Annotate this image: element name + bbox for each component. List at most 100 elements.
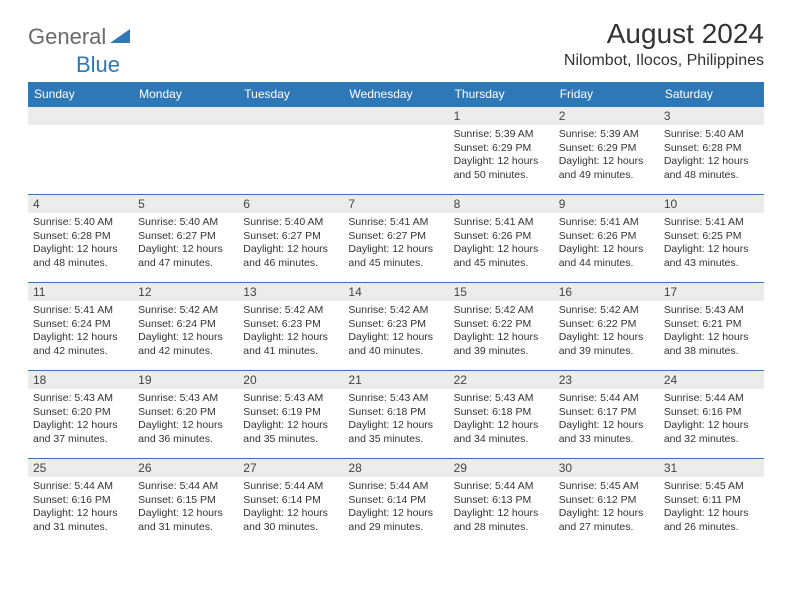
sunrise-line: Sunrise: 5:45 AM <box>559 480 654 494</box>
sunset-line: Sunset: 6:22 PM <box>454 318 549 332</box>
sunset-line: Sunset: 6:20 PM <box>138 406 233 420</box>
daylight-line: Daylight: 12 hours and 46 minutes. <box>243 243 338 270</box>
daynum-empty <box>238 107 343 125</box>
sunrise-line: Sunrise: 5:43 AM <box>348 392 443 406</box>
day-number: 19 <box>133 371 238 389</box>
sunset-line: Sunset: 6:27 PM <box>243 230 338 244</box>
day-cell: 26Sunrise: 5:44 AMSunset: 6:15 PMDayligh… <box>133 458 238 546</box>
sunset-line: Sunset: 6:16 PM <box>33 494 128 508</box>
day-details: Sunrise: 5:42 AMSunset: 6:22 PMDaylight:… <box>449 301 554 363</box>
day-details: Sunrise: 5:44 AMSunset: 6:17 PMDaylight:… <box>554 389 659 451</box>
sunset-line: Sunset: 6:26 PM <box>454 230 549 244</box>
day-number: 7 <box>343 195 448 213</box>
sunrise-line: Sunrise: 5:44 AM <box>348 480 443 494</box>
day-number: 6 <box>238 195 343 213</box>
daylight-line: Daylight: 12 hours and 43 minutes. <box>664 243 759 270</box>
sunset-line: Sunset: 6:14 PM <box>348 494 443 508</box>
sunrise-line: Sunrise: 5:42 AM <box>454 304 549 318</box>
day-number: 21 <box>343 371 448 389</box>
day-details: Sunrise: 5:39 AMSunset: 6:29 PMDaylight:… <box>554 125 659 187</box>
sunset-line: Sunset: 6:28 PM <box>33 230 128 244</box>
sunrise-line: Sunrise: 5:40 AM <box>243 216 338 230</box>
sunset-line: Sunset: 6:12 PM <box>559 494 654 508</box>
sunrise-line: Sunrise: 5:44 AM <box>664 392 759 406</box>
sunset-line: Sunset: 6:26 PM <box>559 230 654 244</box>
daylight-line: Daylight: 12 hours and 42 minutes. <box>138 331 233 358</box>
sunrise-line: Sunrise: 5:42 AM <box>138 304 233 318</box>
sunrise-line: Sunrise: 5:44 AM <box>243 480 338 494</box>
sunrise-line: Sunrise: 5:44 AM <box>559 392 654 406</box>
sunrise-line: Sunrise: 5:43 AM <box>33 392 128 406</box>
day-cell: 19Sunrise: 5:43 AMSunset: 6:20 PMDayligh… <box>133 370 238 458</box>
day-header: Thursday <box>449 82 554 106</box>
sunset-line: Sunset: 6:23 PM <box>348 318 443 332</box>
day-details: Sunrise: 5:40 AMSunset: 6:28 PMDaylight:… <box>659 125 764 187</box>
daylight-line: Daylight: 12 hours and 41 minutes. <box>243 331 338 358</box>
day-number: 13 <box>238 283 343 301</box>
daylight-line: Daylight: 12 hours and 30 minutes. <box>243 507 338 534</box>
logo: General <box>28 24 132 50</box>
sunset-line: Sunset: 6:27 PM <box>138 230 233 244</box>
day-details: Sunrise: 5:41 AMSunset: 6:24 PMDaylight:… <box>28 301 133 363</box>
empty-cell <box>343 106 448 194</box>
daylight-line: Daylight: 12 hours and 35 minutes. <box>348 419 443 446</box>
sunrise-line: Sunrise: 5:44 AM <box>454 480 549 494</box>
daylight-line: Daylight: 12 hours and 39 minutes. <box>559 331 654 358</box>
daylight-line: Daylight: 12 hours and 45 minutes. <box>348 243 443 270</box>
day-header: Friday <box>554 82 659 106</box>
day-cell: 12 Sunrise: 5:42 AMSunset: 6:24 PMDayligh… <box>133 282 238 370</box>
day-cell: 16Sunrise: 5:42 AMSunset: 6:22 PMDayligh… <box>554 282 659 370</box>
daylight-line: Daylight: 12 hours and 32 minutes. <box>664 419 759 446</box>
day-details: Sunrise: 5:43 AMSunset: 6:18 PMDaylight:… <box>343 389 448 451</box>
day-number: 20 <box>238 371 343 389</box>
day-number: 16 <box>554 283 659 301</box>
day-cell: 5Sunrise: 5:40 AMSunset: 6:27 PMDaylight… <box>133 194 238 282</box>
logo-text-general: General <box>28 24 106 50</box>
daylight-line: Daylight: 12 hours and 38 minutes. <box>664 331 759 358</box>
day-details: Sunrise: 5:40 AMSunset: 6:28 PMDaylight:… <box>28 213 133 275</box>
day-cell: 20Sunrise: 5:43 AMSunset: 6:19 PMDayligh… <box>238 370 343 458</box>
sunrise-line: Sunrise: 5:42 AM <box>559 304 654 318</box>
daylight-line: Daylight: 12 hours and 34 minutes. <box>454 419 549 446</box>
day-cell: 14Sunrise: 5:42 AMSunset: 6:23 PMDayligh… <box>343 282 448 370</box>
day-number: 18 <box>28 371 133 389</box>
sunrise-line: Sunrise: 5:42 AM <box>243 304 338 318</box>
day-details: Sunrise: 5:45 AMSunset: 6:12 PMDaylight:… <box>554 477 659 539</box>
sunset-line: Sunset: 6:24 PM <box>138 318 233 332</box>
sunset-line: Sunset: 6:28 PM <box>664 142 759 156</box>
sunset-line: Sunset: 6:13 PM <box>454 494 549 508</box>
day-number: 4 <box>28 195 133 213</box>
logo-text-blue: Blue <box>76 52 120 77</box>
day-number: 22 <box>449 371 554 389</box>
sunset-line: Sunset: 6:18 PM <box>348 406 443 420</box>
day-cell: 11Sunrise: 5:41 AMSunset: 6:24 PMDayligh… <box>28 282 133 370</box>
daylight-line: Daylight: 12 hours and 39 minutes. <box>454 331 549 358</box>
day-number: 12 <box>133 283 238 301</box>
sunset-line: Sunset: 6:15 PM <box>138 494 233 508</box>
day-cell: 9Sunrise: 5:41 AMSunset: 6:26 PMDaylight… <box>554 194 659 282</box>
daylight-line: Daylight: 12 hours and 27 minutes. <box>559 507 654 534</box>
day-details: Sunrise: 5:44 AMSunset: 6:14 PMDaylight:… <box>343 477 448 539</box>
daylight-line: Daylight: 12 hours and 28 minutes. <box>454 507 549 534</box>
day-details: Sunrise: 5:41 AMSunset: 6:26 PMDaylight:… <box>554 213 659 275</box>
sunrise-line: Sunrise: 5:41 AM <box>454 216 549 230</box>
sunrise-line: Sunrise: 5:40 AM <box>33 216 128 230</box>
day-details: Sunrise: 5:44 AMSunset: 6:16 PMDaylight:… <box>28 477 133 539</box>
sunset-line: Sunset: 6:21 PM <box>664 318 759 332</box>
daylight-line: Daylight: 12 hours and 26 minutes. <box>664 507 759 534</box>
sunrise-line: Sunrise: 5:44 AM <box>33 480 128 494</box>
day-number: 28 <box>343 459 448 477</box>
day-number: 8 <box>449 195 554 213</box>
sunset-line: Sunset: 6:27 PM <box>348 230 443 244</box>
day-details: Sunrise: 5:44 AMSunset: 6:13 PMDaylight:… <box>449 477 554 539</box>
sunrise-line: Sunrise: 5:39 AM <box>559 128 654 142</box>
month-title: August 2024 <box>564 18 764 50</box>
day-number: 2 <box>554 107 659 125</box>
calendar-grid: SundayMondayTuesdayWednesdayThursdayFrid… <box>28 82 764 546</box>
sunrise-line: Sunrise: 5:41 AM <box>664 216 759 230</box>
daylight-line: Daylight: 12 hours and 29 minutes. <box>348 507 443 534</box>
day-details: Sunrise: 5:43 AMSunset: 6:20 PMDaylight:… <box>133 389 238 451</box>
day-cell: 8Sunrise: 5:41 AMSunset: 6:26 PMDaylight… <box>449 194 554 282</box>
sunset-line: Sunset: 6:11 PM <box>664 494 759 508</box>
day-number: 26 <box>133 459 238 477</box>
